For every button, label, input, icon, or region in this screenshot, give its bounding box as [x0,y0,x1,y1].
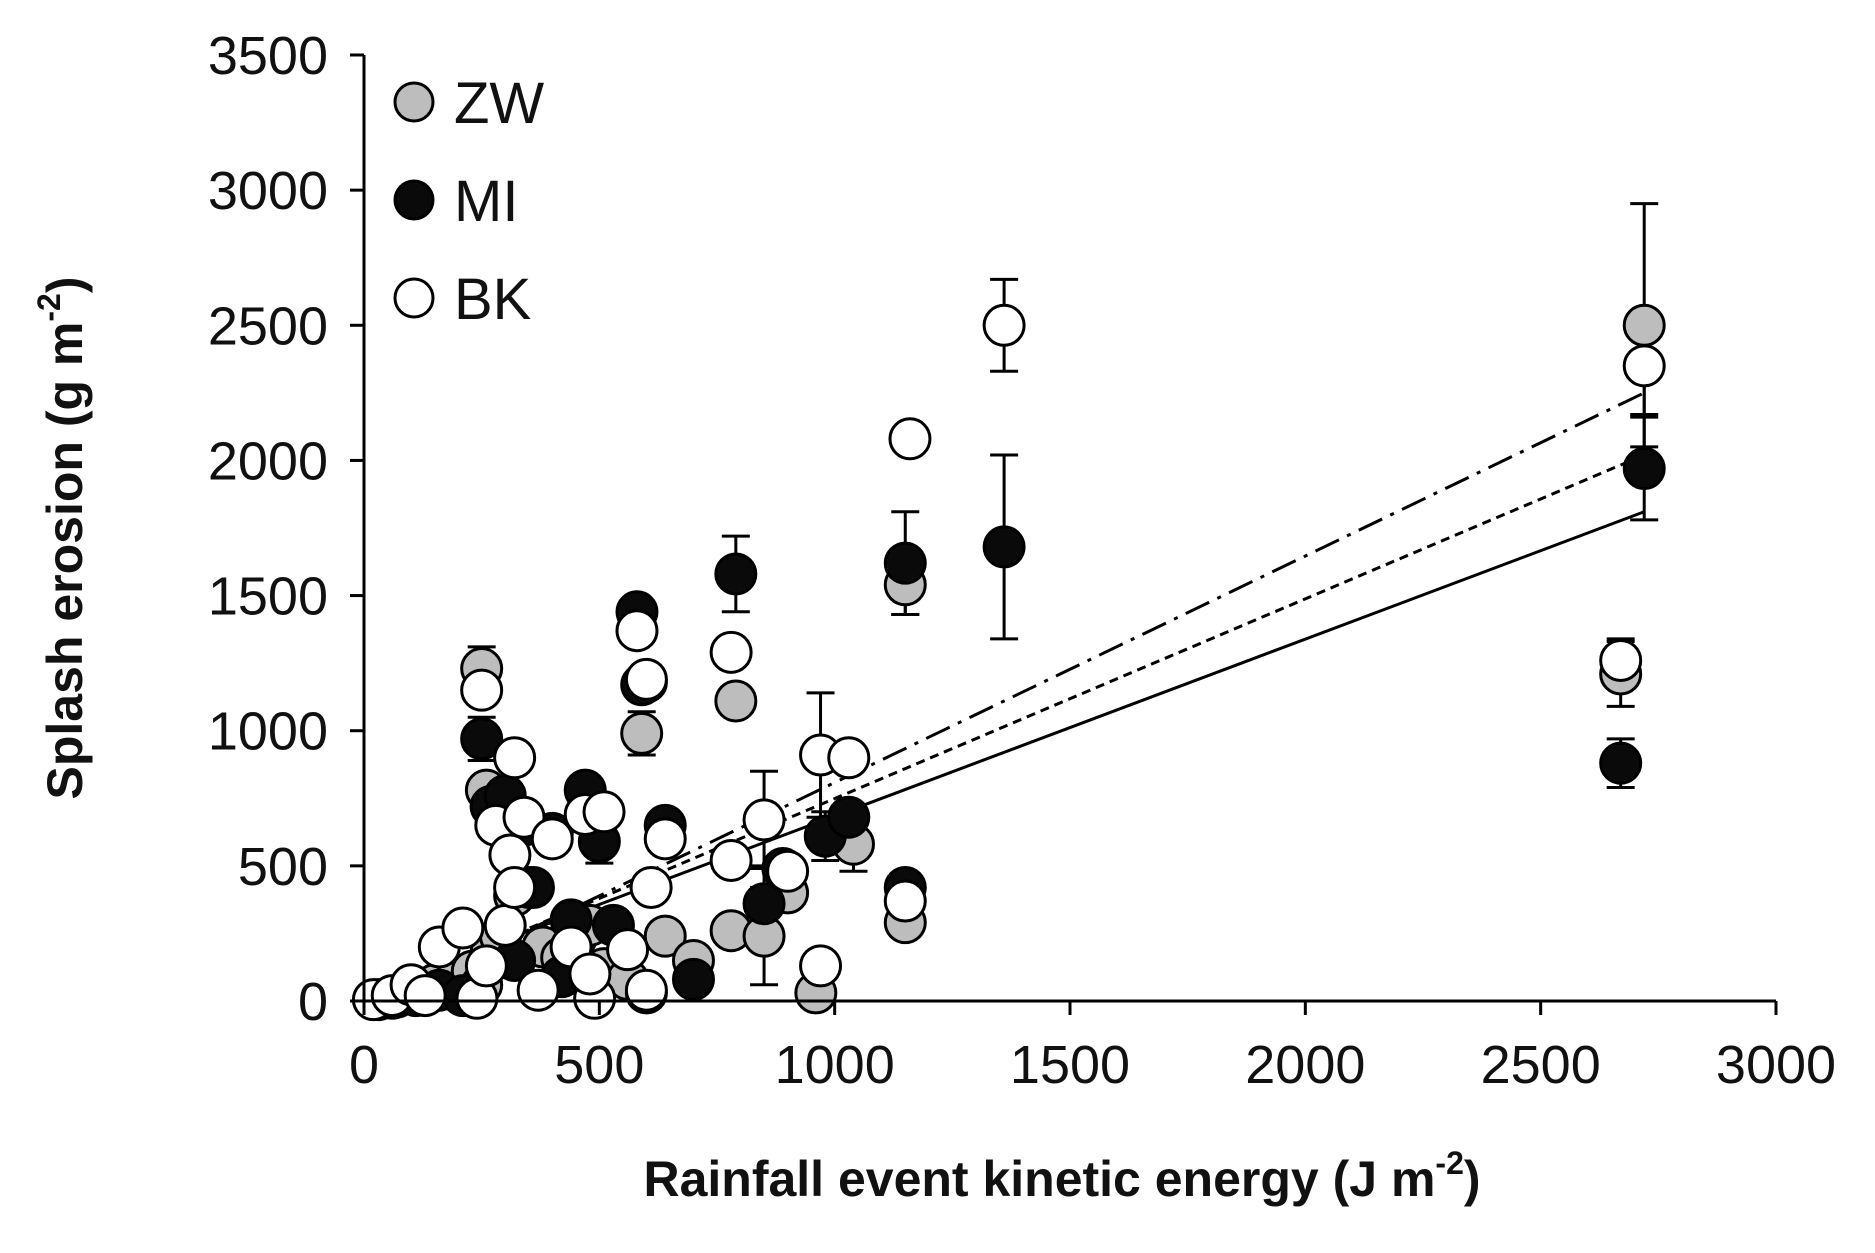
x-tick-label: 500 [554,1035,644,1095]
point-bk [441,906,485,950]
point-zw [643,914,687,958]
point-bk [1599,638,1643,682]
x-tick-label: 2000 [1245,1035,1365,1095]
point-bk [568,952,612,996]
point-bk [709,630,753,674]
point-bk [799,944,843,988]
legend-label-mi: MI [454,169,518,234]
x-tick-label: 2500 [1481,1035,1601,1095]
y-tick-label: 2000 [208,431,328,491]
y-tick-label: 2500 [208,296,328,356]
point-mi [742,882,786,926]
point-bk [827,736,871,780]
point-mi [883,541,927,585]
axes: 0 500 1000 1500 2000 2500 3000 3500 0 500 1000 1500… [208,26,1836,1095]
legend-label-bk: BK [454,267,532,332]
legend-marker-bk [393,277,435,319]
x-tick-label: 0 [349,1035,379,1095]
point-bk [502,795,546,839]
point-bk [530,817,574,861]
point-bk [493,865,537,909]
point-bk [464,944,508,988]
trendline-bk [363,391,1645,1011]
point-bk [493,736,537,780]
legend: ZW MI BK [393,71,544,332]
y-tick-label: 3000 [208,161,328,221]
point-mi [1622,447,1666,491]
y-tick-label: 3500 [208,26,328,86]
point-bk [582,790,626,834]
x-tick-label: 1500 [1010,1035,1130,1095]
point-mi [827,795,871,839]
point-bk [643,817,687,861]
point-bk [624,657,668,701]
point-bk [606,928,650,972]
point-zw [620,711,664,755]
point-bk [742,798,786,842]
y-tick-label: 500 [238,837,328,897]
point-bk [615,609,659,653]
point-zw [714,679,758,723]
point-bk [709,838,753,882]
x-tick-label: 3000 [1716,1035,1836,1095]
x-tick-label: 1000 [775,1035,895,1095]
point-mi [671,957,715,1001]
point-mi [460,717,504,761]
legend-marker-mi [393,179,435,221]
y-axis-title: Splash erosion (g m-2) [31,277,93,800]
point-mi [1599,741,1643,785]
point-bk [883,879,927,923]
point-bk [483,903,527,947]
point-bk [766,849,810,893]
point-bk [629,865,673,909]
legend-marker-zw [393,81,435,123]
y-tick-label: 1000 [208,702,328,762]
point-zw [1622,303,1666,347]
point-bk [982,303,1026,347]
point-mi [982,525,1026,569]
legend-label-zw: ZW [454,71,544,136]
point-bk [1622,344,1666,388]
data-points [351,303,1666,1022]
x-axis-title: Rainfall event kinetic energy (J m-2) [643,1145,1480,1207]
point-bk [460,668,504,712]
point-bk [624,968,668,1012]
point-bk [403,974,447,1018]
y-tick-label: 1500 [208,567,328,627]
y-tick-label: 0 [298,972,328,1032]
point-bk [516,968,560,1012]
point-bk [888,417,932,461]
point-mi [714,552,758,596]
